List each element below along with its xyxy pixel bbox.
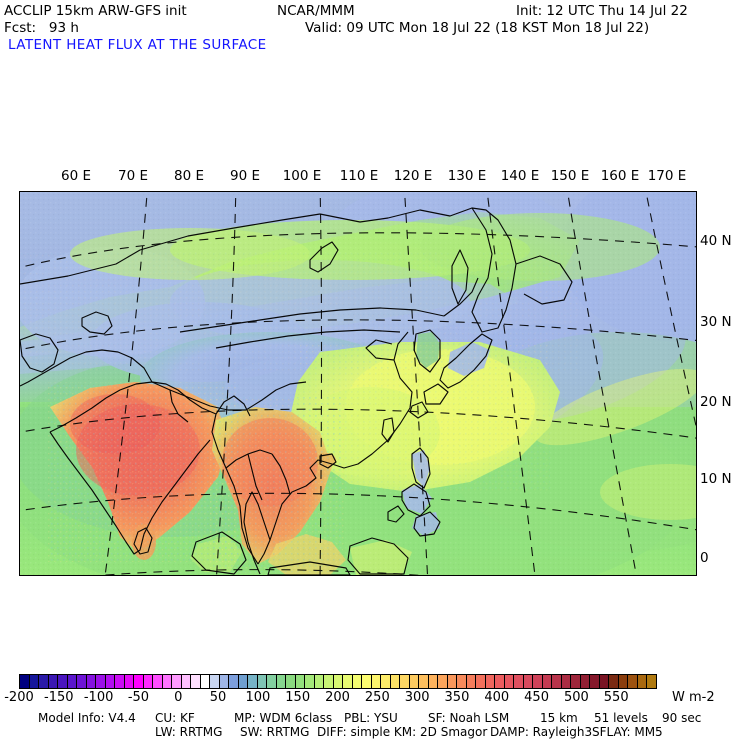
- colorbar: [19, 674, 657, 689]
- lon-tick-label: 60 E: [61, 168, 91, 184]
- lon-tick-label: 160 E: [600, 168, 640, 184]
- model-info-item: CU: KF: [155, 711, 195, 725]
- lon-tick-label: 150 E: [550, 168, 590, 184]
- lon-tick-label: 170 E: [647, 168, 687, 184]
- model-info-item: 51 levels: [594, 711, 648, 725]
- colorbar-tick-label: 350: [444, 690, 470, 705]
- colorbar-swatch: [646, 674, 657, 689]
- lat-tick-label: 0: [700, 550, 709, 566]
- model-info-item: MP: WDM 6class: [234, 711, 333, 725]
- lat-tick-label: 20 N: [700, 394, 732, 410]
- colorbar-tick-label: 200: [325, 690, 350, 705]
- colorbar-tick-label: 550: [603, 690, 629, 705]
- colorbar-tick-label: 0: [174, 690, 183, 705]
- lon-tick-label: 110 E: [339, 168, 379, 184]
- colorbar-tick-label: 150: [285, 690, 311, 705]
- colorbar-tick-label: -150: [44, 690, 74, 705]
- model-info-item: DIFF: simple KM: 2D Smagor: [317, 725, 488, 739]
- lat-tick-label: 10 N: [700, 471, 732, 487]
- model-info-item: SFLAY: MM5: [592, 725, 663, 739]
- model-info-item: DAMP: Rayleigh3: [490, 725, 593, 739]
- colorbar-tick-label: -200: [4, 690, 34, 705]
- lat-tick-label: 40 N: [700, 233, 732, 249]
- colorbar-tick-label: 500: [563, 690, 589, 705]
- header-center-label: NCAR/MMM: [277, 3, 355, 19]
- colorbar-tick-label: 400: [484, 690, 510, 705]
- lon-tick-label: 120 E: [393, 168, 433, 184]
- lon-tick-label: 70 E: [118, 168, 148, 184]
- lon-tick-label: 100 E: [282, 168, 322, 184]
- colorbar-tick-label: -50: [127, 690, 150, 705]
- colorbar-ticks: -200 -150 -100 -50 0 50 100 150 200 250 300 350 400 4…: [0, 690, 740, 706]
- map-panel[interactable]: [19, 191, 697, 576]
- model-info-item: Model Info: V4.4: [38, 711, 136, 725]
- lon-tick-label: 80 E: [174, 168, 204, 184]
- field-title: LATENT HEAT FLUX AT THE SURFACE: [8, 37, 267, 53]
- lon-tick-label: 90 E: [230, 168, 260, 184]
- colorbar-tick-label: -100: [83, 690, 114, 705]
- colorbar-tick-label: 250: [364, 690, 390, 705]
- latent-heat-flux-map: [20, 192, 696, 575]
- model-info-item: 15 km: [540, 711, 578, 725]
- model-info-item: SF: Noah LSM: [428, 711, 510, 725]
- lat-tick-label: 30 N: [700, 314, 732, 330]
- latitude-axis: 40 N 30 N 20 N 10 N 0: [700, 180, 740, 580]
- header-model-line: ACCLIP 15km ARW-GFS init: [4, 3, 187, 19]
- model-info-item: PBL: YSU: [344, 711, 398, 725]
- graticule: [20, 192, 696, 575]
- header-valid-time: Valid: 09 UTC Mon 18 Jul 22 (18 KST Mon …: [305, 20, 650, 36]
- colorbar-tick-label: 50: [209, 690, 227, 705]
- model-info-line-2: LW: RRTMG SW: RRTMG DIFF: simple KM: 2D Sm…: [0, 725, 740, 739]
- colorbar-unit: W m-2: [672, 690, 715, 705]
- model-info-line-1: Model Info: V4.4 CU: KF MP: WDM 6class PBL:…: [0, 711, 740, 725]
- header-forecast-hour: Fcst: 93 h: [4, 20, 79, 36]
- lon-tick-label: 140 E: [500, 168, 540, 184]
- colorbar-tick-label: 100: [245, 690, 271, 705]
- model-info-item: SW: RRTMG: [240, 725, 310, 739]
- lon-tick-label: 130 E: [447, 168, 487, 184]
- colorbar-tick-label: 450: [524, 690, 549, 705]
- colorbar-tick-label: 300: [404, 690, 430, 705]
- coastlines: [20, 207, 573, 575]
- model-info-item: LW: RRTMG: [155, 725, 223, 739]
- header-init-time: Init: 12 UTC Thu 14 Jul 22: [516, 3, 688, 19]
- model-info-item: 90 sec: [662, 711, 702, 725]
- longitude-axis: 60 E 70 E 80 E 90 E 100 E 110 E 120 E 130 E 140 …: [0, 168, 740, 186]
